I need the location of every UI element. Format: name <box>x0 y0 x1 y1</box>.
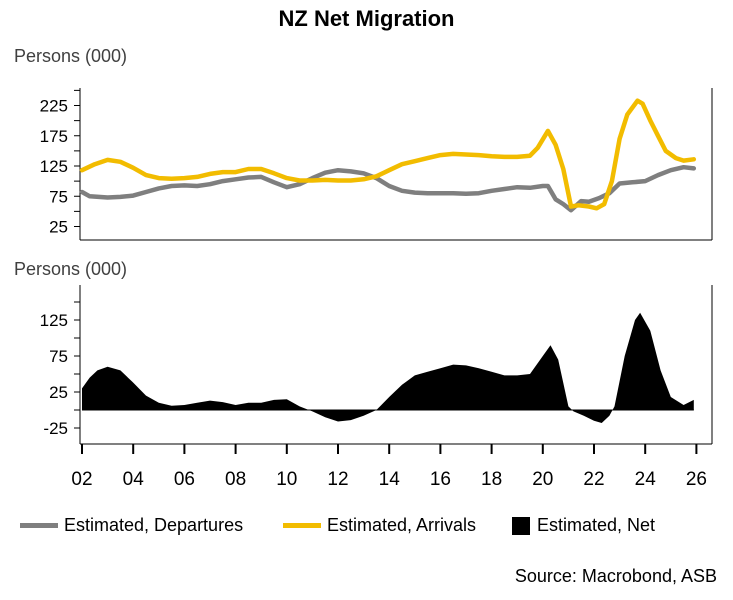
legend-label: Estimated, Net <box>537 515 656 535</box>
x-tick-label: 26 <box>686 469 707 490</box>
legend-departures: Estimated, Departures <box>20 515 243 536</box>
legend-net: Estimated, Net <box>512 515 655 536</box>
x-tick-label: 16 <box>430 469 451 490</box>
x-tick-label: 14 <box>379 469 401 490</box>
legend-label: Estimated, Departures <box>64 515 244 535</box>
y-tick-label: 75 <box>49 347 68 366</box>
x-tick-label: 08 <box>225 469 246 490</box>
x-tick-label: 20 <box>532 469 553 490</box>
panel-top: Persons (000) 225 175 125 75 25 <box>14 46 713 241</box>
source-note: Source: Macrobond, ASB <box>514 566 717 586</box>
y-axis-label: Persons (000) <box>14 46 127 66</box>
legend-label: Estimated, Arrivals <box>327 515 477 535</box>
series-line-arrivals <box>79 98 697 211</box>
y-tick-label: 25 <box>49 218 68 237</box>
series-line-departures <box>79 164 697 213</box>
y-tick-label: 175 <box>40 127 68 146</box>
x-tick-label: 10 <box>276 469 297 490</box>
x-tick-label: 18 <box>481 469 502 490</box>
y-tick-label: 75 <box>49 187 68 206</box>
x-tick-label: 12 <box>327 469 348 490</box>
x-tick-label: 02 <box>71 469 92 490</box>
y-tick-label: -25 <box>43 419 68 438</box>
panel-bottom: Persons (000) 125 75 25 -25 02 04 06 08 10 12 14 16 1… <box>14 259 713 490</box>
series-area-net <box>82 312 694 423</box>
legend-swatch-arrivals <box>283 523 321 528</box>
x-tick-label: 22 <box>583 469 604 490</box>
y-tick-label: 25 <box>49 383 68 402</box>
chart-title: NZ Net Migration <box>278 6 455 31</box>
x-tick-label: 24 <box>635 469 657 490</box>
y-tick-label: 125 <box>40 157 68 176</box>
x-tick-label: 04 <box>123 469 145 490</box>
x-tick-label: 06 <box>174 469 195 490</box>
y-tick-label: 225 <box>40 97 68 116</box>
legend-arrivals: Estimated, Arrivals <box>283 515 476 536</box>
y-axis-label: Persons (000) <box>14 259 127 279</box>
legend-swatch-net <box>512 516 530 535</box>
legend-swatch-departures <box>20 523 58 528</box>
y-tick-label: 125 <box>40 311 68 330</box>
